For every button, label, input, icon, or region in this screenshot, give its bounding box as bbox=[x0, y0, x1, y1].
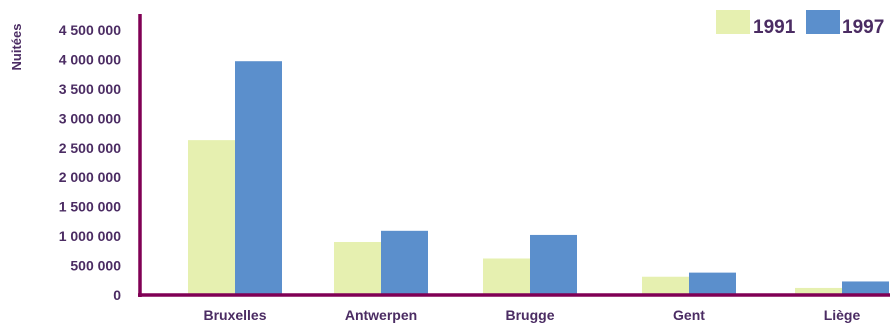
y-tick-label: 0 bbox=[113, 287, 121, 303]
y-tick-label: 3 500 000 bbox=[59, 81, 121, 97]
legend-label: 1991 bbox=[753, 17, 796, 38]
legend-label: 1997 bbox=[842, 17, 884, 38]
legend: 1991 1997 bbox=[716, 10, 884, 38]
bar-1991-antwerpen bbox=[334, 242, 381, 295]
y-tick-label: 1 000 000 bbox=[59, 228, 121, 244]
category-label: Bruxelles bbox=[203, 307, 266, 323]
y-tick-label: 2 000 000 bbox=[59, 169, 121, 185]
y-tick-label: 2 500 000 bbox=[59, 140, 121, 156]
legend-swatch-1991 bbox=[716, 10, 750, 34]
y-axis-title: Nuitées bbox=[9, 24, 24, 71]
category-label: Brugge bbox=[506, 307, 555, 323]
bar-1997-gent bbox=[689, 272, 736, 295]
axes bbox=[138, 14, 890, 297]
y-tick-label: 500 000 bbox=[70, 258, 121, 274]
category-label: Liège bbox=[824, 307, 861, 323]
y-tick-label: 3 000 000 bbox=[59, 110, 121, 126]
y-tick-label: 4 500 000 bbox=[59, 22, 121, 38]
bar-1997-brugge bbox=[530, 234, 577, 295]
category-label: Antwerpen bbox=[345, 307, 417, 323]
bar-1997-antwerpen bbox=[381, 230, 428, 295]
bar-1997-bruxelles bbox=[235, 61, 282, 295]
bars bbox=[188, 61, 889, 295]
y-tick-label: 4 000 000 bbox=[59, 51, 121, 67]
bar-1991-gent bbox=[642, 276, 689, 295]
legend-swatch-1997 bbox=[806, 10, 840, 34]
category-label: Gent bbox=[673, 307, 705, 323]
bar-1991-liège bbox=[795, 287, 842, 295]
category-labels: Bruxelles Antwerpen Brugge Gent Liège bbox=[203, 307, 860, 323]
bar-1997-liège bbox=[842, 281, 889, 295]
bar-1991-bruxelles bbox=[188, 140, 235, 295]
bar-1991-brugge bbox=[483, 258, 530, 295]
y-tick-label: 1 500 000 bbox=[59, 199, 121, 215]
y-tick-labels: 0 500 000 1 000 000 1 500 000 2 000 000 2 500… bbox=[59, 22, 122, 303]
